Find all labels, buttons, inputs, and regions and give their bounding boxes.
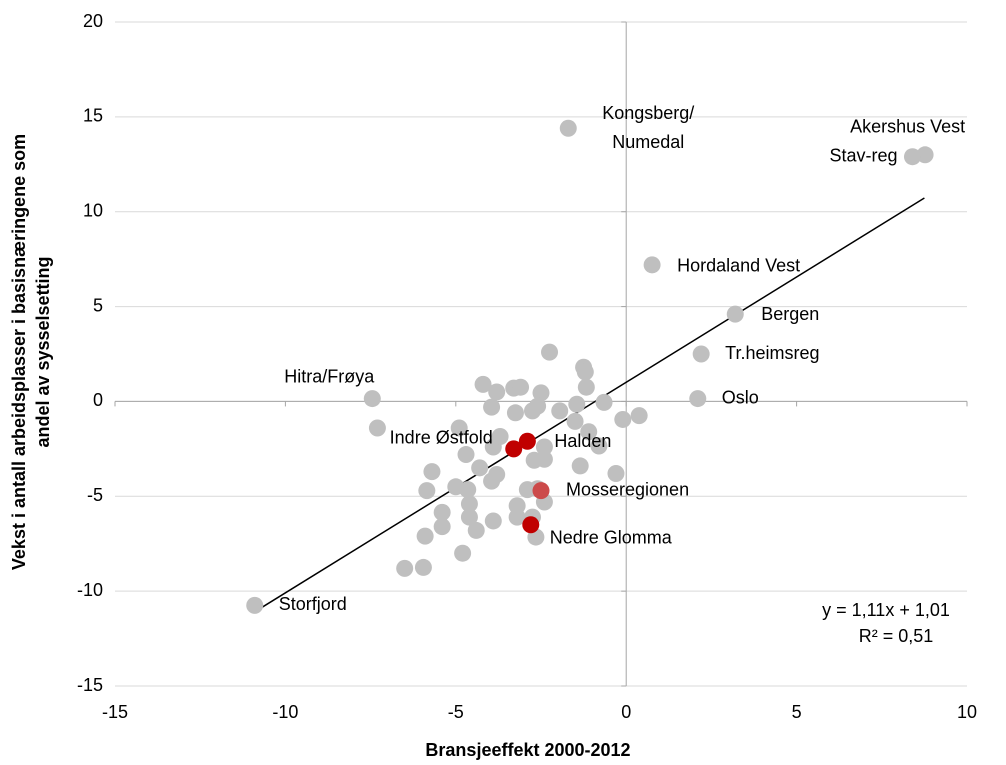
point-label: Indre Østfold	[390, 428, 493, 448]
point	[571, 457, 589, 475]
y-tick-label: -10	[77, 580, 103, 600]
point	[505, 440, 523, 458]
point	[454, 544, 472, 562]
point	[471, 459, 489, 477]
point	[512, 378, 530, 396]
point	[484, 512, 502, 530]
point	[614, 410, 632, 428]
point	[488, 383, 506, 401]
x-tick-label: -10	[272, 702, 298, 722]
point-label: Storfjord	[279, 594, 347, 614]
x-tick-label: -15	[102, 702, 128, 722]
point-label: Nedre Glomma	[550, 527, 673, 547]
point	[433, 518, 451, 536]
point	[447, 478, 465, 496]
point	[474, 375, 492, 393]
point	[595, 393, 613, 411]
point	[483, 398, 501, 416]
point-label: Oslo	[722, 387, 759, 407]
point	[450, 419, 468, 437]
point-label: Stav-reg	[829, 145, 897, 165]
x-tick-label: 0	[621, 702, 631, 722]
point	[457, 446, 475, 464]
x-tick-label: 5	[792, 702, 802, 722]
point-label: Kongsberg/	[602, 103, 694, 123]
point	[541, 343, 559, 361]
point	[576, 363, 594, 381]
point	[416, 527, 434, 545]
trend-r2: R² = 0,51	[859, 626, 934, 646]
point-label: Bergen	[761, 304, 819, 324]
y-tick-label: -15	[77, 675, 103, 695]
point	[692, 345, 710, 363]
point	[491, 428, 509, 446]
point	[630, 407, 648, 425]
point	[467, 521, 485, 539]
point	[532, 384, 550, 402]
trendline	[254, 197, 925, 613]
point	[423, 463, 441, 481]
point	[418, 482, 436, 500]
point	[488, 465, 506, 483]
point	[607, 465, 625, 483]
point-label: Numedal	[612, 132, 684, 152]
point	[518, 432, 536, 450]
x-axis-title: Bransjeeffekt 2000-2012	[425, 740, 630, 760]
point	[460, 495, 478, 513]
point-label: Hordaland Vest	[677, 256, 800, 276]
x-tick-label: -5	[448, 702, 464, 722]
point	[559, 119, 577, 137]
point	[916, 146, 934, 164]
point-label: Hitra/Frøya	[284, 366, 375, 386]
point	[643, 256, 661, 274]
point	[577, 378, 595, 396]
point-label: Mosseregionen	[566, 479, 689, 499]
x-tick-label: 10	[957, 702, 977, 722]
point	[414, 558, 432, 576]
point	[433, 503, 451, 521]
y-tick-label: -5	[87, 485, 103, 505]
point	[566, 412, 584, 430]
point	[689, 390, 707, 408]
point	[506, 404, 524, 422]
point	[551, 402, 569, 420]
point	[396, 559, 414, 577]
point-label: Akershus Vest	[850, 117, 965, 137]
y-tick-label: 20	[83, 11, 103, 31]
point	[568, 395, 586, 413]
point-label: Tr.heimsreg	[725, 343, 819, 363]
point	[363, 390, 381, 408]
point	[580, 423, 598, 441]
trend-equation: y = 1,11x + 1,01	[822, 600, 950, 620]
point	[590, 437, 608, 455]
point	[903, 148, 921, 166]
y-tick-label: 15	[83, 106, 103, 126]
point	[532, 482, 550, 500]
point	[726, 305, 744, 323]
y-tick-label: 10	[83, 200, 103, 220]
point	[368, 419, 386, 437]
y-tick-label: 5	[93, 295, 103, 315]
point	[460, 508, 478, 526]
point	[522, 516, 540, 534]
point	[529, 397, 547, 415]
point	[508, 508, 526, 526]
point	[525, 451, 543, 469]
y-axis-title: Vekst i antall arbeidsplasser i basisnær…	[9, 134, 29, 570]
point	[535, 438, 553, 456]
y-tick-label: 0	[93, 390, 103, 410]
point-label: Halden	[554, 431, 611, 451]
y-axis-title: andel av sysselsetting	[33, 256, 53, 447]
point	[246, 596, 264, 614]
